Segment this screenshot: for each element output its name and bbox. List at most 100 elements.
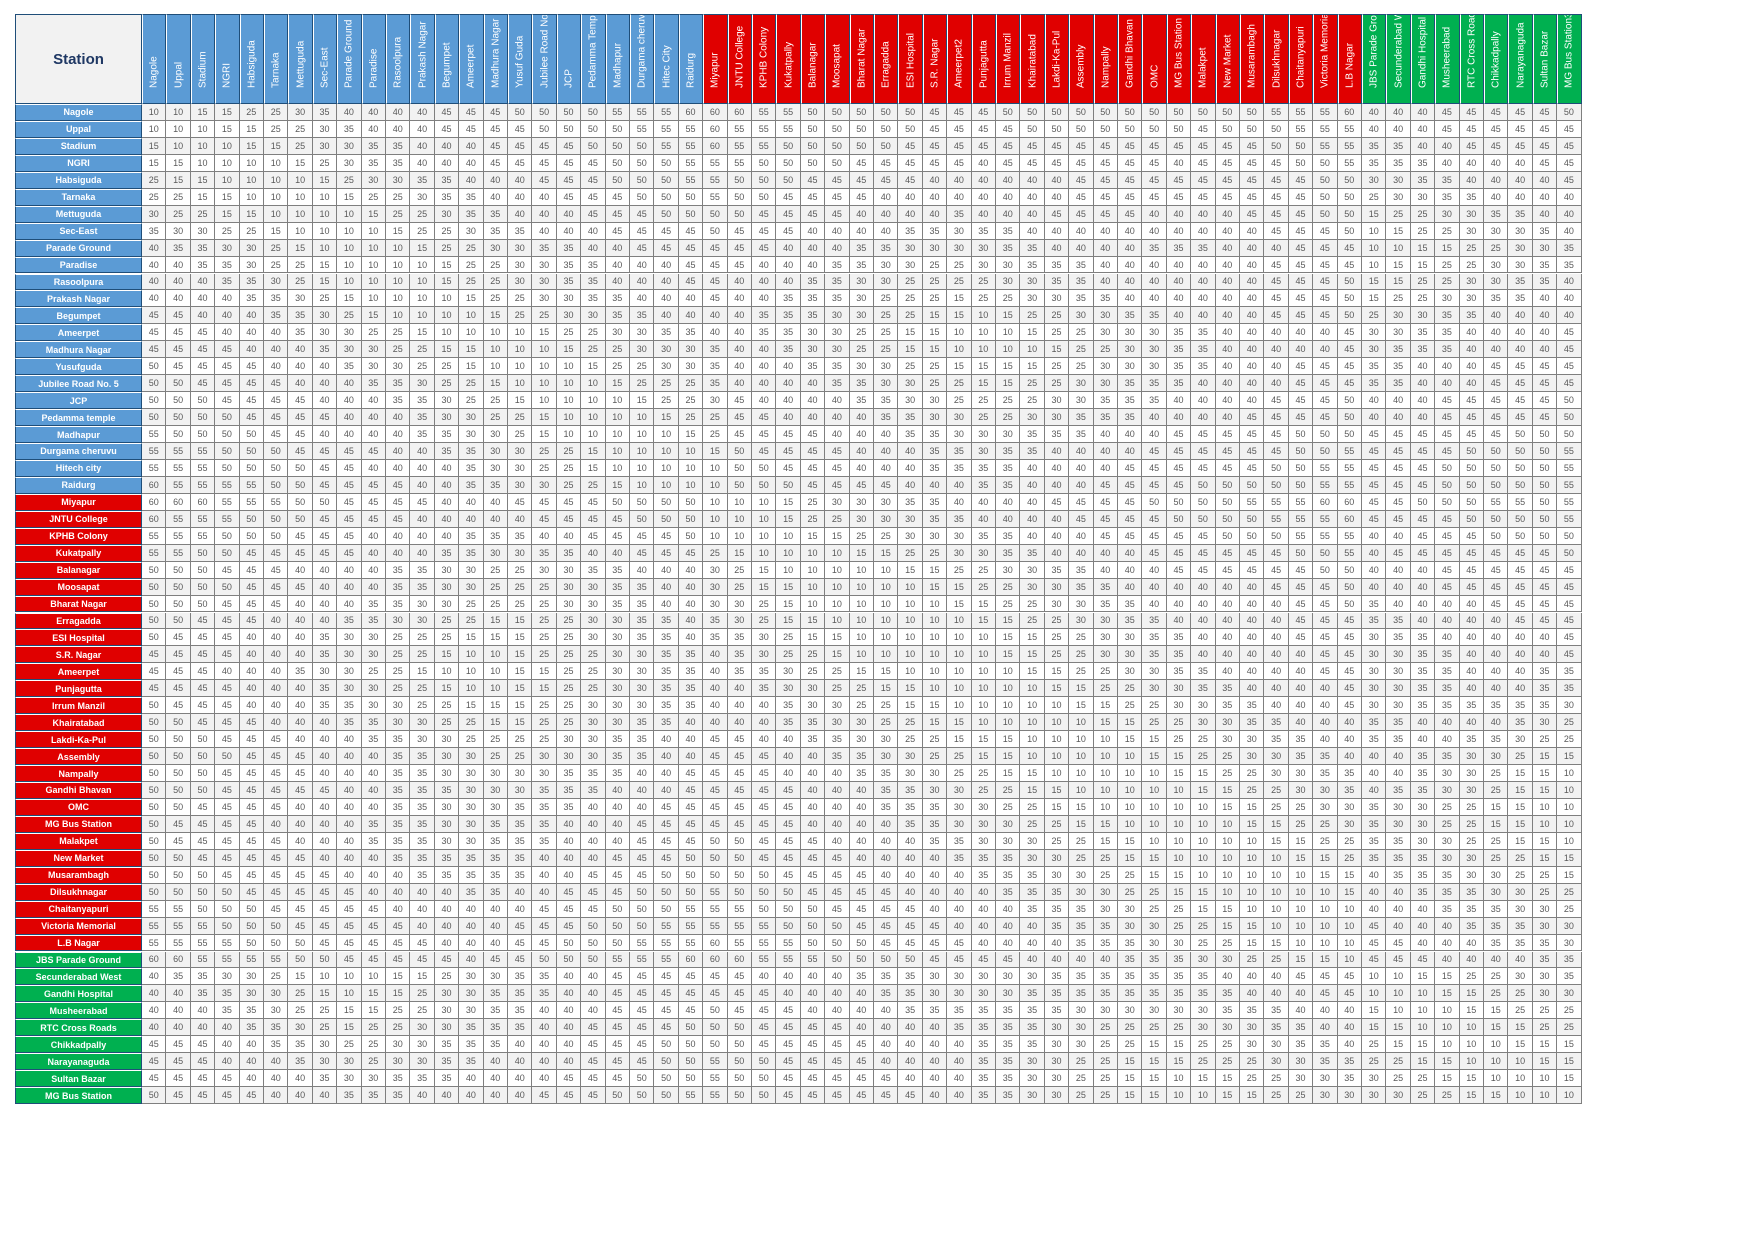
fare-cell: 35 (1118, 409, 1143, 427)
fare-cell: 45 (1166, 527, 1192, 545)
fare-cell: 60 (190, 493, 216, 511)
fare-cell: 55 (142, 426, 167, 443)
fare-cell: 40 (459, 137, 484, 155)
fare-cell: 45 (922, 137, 948, 155)
fare-cell: 30 (361, 646, 386, 664)
fare-cell: 40 (1508, 951, 1533, 969)
fare-cell: 45 (1435, 527, 1460, 545)
fare-cell: 50 (630, 883, 655, 901)
fare-cell: 15 (996, 375, 1021, 393)
fare-cell: 35 (1288, 748, 1314, 766)
fare-cell: 25 (459, 392, 484, 410)
fare-cell: 50 (752, 883, 777, 901)
fare-cell: 30 (459, 561, 484, 579)
fare-cell: 30 (1093, 307, 1118, 325)
fare-cell: 15 (264, 137, 289, 155)
fare-cell: 45 (654, 968, 679, 986)
fare-cell: 45 (1069, 510, 1094, 528)
fare-cell: 40 (434, 510, 460, 528)
fare-cell: 40 (361, 120, 386, 138)
fare-cell: 35 (1118, 951, 1143, 969)
fare-cell: 45 (752, 849, 777, 867)
fare-cell: 40 (434, 154, 460, 172)
fare-cell: 40 (776, 748, 801, 766)
fare-cell: 40 (776, 731, 801, 749)
fare-cell: 40 (1557, 205, 1582, 223)
fare-cell: 40 (1313, 324, 1338, 342)
fare-cell: 35 (1435, 883, 1460, 901)
fare-cell: 15 (483, 629, 508, 647)
fare-cell: 45 (898, 1087, 923, 1105)
fare-cell: 15 (1240, 917, 1265, 935)
fare-cell: 35 (386, 748, 411, 766)
fare-cell: 50 (654, 900, 679, 918)
fare-cell: 45 (1288, 629, 1314, 647)
fare-cell: 40 (703, 663, 728, 681)
fare-cell: 30 (1215, 731, 1240, 749)
fare-cell: 25 (1069, 849, 1094, 867)
fare-cell: 35 (166, 968, 191, 986)
fare-cell: 35 (654, 612, 679, 630)
fare-cell: 15 (752, 578, 777, 596)
fare-cell: 55 (190, 527, 216, 545)
fare-cell: 50 (142, 392, 167, 410)
fare-cell: 15 (1484, 1087, 1509, 1105)
fare-cell: 15 (1240, 1087, 1265, 1105)
fare-cell: 35 (898, 815, 923, 833)
fare-cell: 40 (1264, 968, 1289, 986)
fare-cell: 40 (1240, 358, 1265, 376)
fare-cell: 35 (971, 1019, 996, 1037)
fare-cell: 15 (1435, 1053, 1460, 1071)
fare-cell: 35 (1337, 782, 1362, 799)
column-header: Nagole (142, 14, 167, 104)
fare-cell: 35 (1532, 273, 1558, 291)
fare-cell: 35 (556, 798, 582, 816)
fare-cell: 10 (1288, 934, 1314, 952)
fare-cell: 40 (996, 493, 1021, 511)
fare-cell: 30 (386, 1053, 411, 1071)
fare-cell: 30 (898, 510, 923, 528)
fare-cell: 35 (1069, 985, 1094, 1003)
column-header: Paradise (361, 14, 386, 104)
fare-cell: 50 (727, 1087, 752, 1105)
fare-cell: 35 (874, 239, 899, 257)
fare-cell: 35 (1264, 1002, 1289, 1020)
fare-cell: 45 (898, 934, 923, 952)
fare-cell: 10 (337, 985, 362, 1003)
fare-cell: 50 (1508, 527, 1533, 545)
fare-cell: 50 (1240, 104, 1265, 121)
fare-cell: 45 (312, 476, 338, 494)
fare-cell: 55 (654, 137, 679, 155)
fare-cell: 40 (1410, 137, 1436, 155)
fare-cell: 25 (1093, 680, 1118, 698)
fare-cell: 50 (776, 476, 801, 494)
fare-cell: 30 (922, 409, 948, 427)
column-header: Madhapur (605, 14, 630, 104)
column-header: S.R. Nagar (922, 14, 948, 104)
fare-cell: 30 (1044, 866, 1070, 884)
fare-cell: 50 (630, 510, 655, 528)
column-header-label: OMC (1149, 64, 1161, 88)
fare-cell: 45 (849, 1087, 874, 1105)
fare-cell: 55 (654, 951, 679, 969)
fare-cell: 25 (1240, 1070, 1265, 1088)
fare-cell: 30 (971, 968, 996, 986)
fare-cell: 45 (556, 917, 582, 935)
fare-cell: 40 (849, 409, 874, 427)
fare-cell: 10 (898, 629, 923, 647)
fare-cell: 25 (1069, 832, 1094, 850)
fare-cell: 40 (361, 765, 386, 782)
fare-cell: 40 (239, 341, 264, 359)
fare-cell: 45 (1484, 561, 1509, 579)
fare-cell: 40 (1142, 578, 1167, 596)
fare-cell: 15 (1093, 714, 1118, 732)
fare-cell: 45 (459, 120, 484, 138)
fare-cell: 40 (947, 171, 972, 189)
fare-cell: 15 (996, 765, 1021, 782)
fare-cell: 25 (874, 341, 899, 359)
fare-cell: 40 (1362, 765, 1387, 782)
fare-cell: 15 (1118, 1087, 1143, 1105)
column-header-label: Gandhi Hospital (1417, 16, 1429, 88)
row-header: Chikkadpally (15, 1036, 142, 1054)
fare-cell: 45 (239, 595, 264, 613)
